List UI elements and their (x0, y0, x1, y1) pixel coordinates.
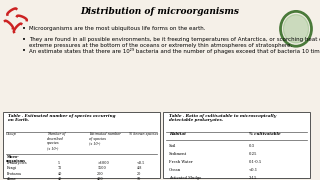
Text: Habitat: Habitat (169, 132, 186, 136)
Text: Table . Ratio of cultivatable to microscopically
detectable prokaryotes.: Table . Ratio of cultivatable to microsc… (169, 114, 276, 122)
Text: 40: 40 (58, 177, 62, 180)
Text: 3-15: 3-15 (249, 176, 257, 179)
Text: Micro-
organisms: Micro- organisms (6, 155, 26, 163)
Text: 10: 10 (137, 177, 141, 180)
Text: 200: 200 (97, 172, 104, 176)
Polygon shape (284, 154, 308, 178)
Text: 20: 20 (137, 172, 141, 176)
Text: •: • (22, 26, 27, 32)
Text: 0.25: 0.25 (249, 152, 257, 156)
Text: They are found in all possible environments, be it freezing temperatures of Anta: They are found in all possible environme… (29, 37, 320, 48)
Text: 5: 5 (58, 161, 60, 165)
Text: % cultivatable: % cultivatable (249, 132, 280, 136)
Text: Group: Group (6, 132, 17, 136)
Text: % known species: % known species (129, 132, 158, 136)
Text: •: • (22, 48, 27, 54)
Text: Fungi: Fungi (6, 166, 16, 170)
FancyBboxPatch shape (3, 112, 160, 178)
Text: •: • (22, 37, 27, 43)
Text: 1500: 1500 (97, 166, 106, 170)
Text: 0.3: 0.3 (249, 144, 255, 148)
Text: 40: 40 (58, 172, 62, 176)
Text: 4.8: 4.8 (137, 166, 142, 170)
Text: Estimated number
of species
(x 10³): Estimated number of species (x 10³) (90, 132, 121, 145)
Text: Ocean: Ocean (169, 168, 181, 172)
Text: Prokaryotes: Prokaryotes (6, 161, 27, 165)
Text: >1000: >1000 (97, 161, 109, 165)
Text: <0.1: <0.1 (249, 168, 258, 172)
Text: Sediment: Sediment (169, 152, 187, 156)
Text: Activated Sludge: Activated Sludge (169, 176, 201, 179)
Text: Soil: Soil (169, 144, 176, 148)
Text: Number of
described
species
(x 10³): Number of described species (x 10³) (47, 132, 66, 150)
Text: Fresh Water: Fresh Water (169, 159, 193, 164)
Text: Algae: Algae (6, 177, 16, 180)
Text: Microorganisms are the most ubiquitous life forms on the earth.: Microorganisms are the most ubiquitous l… (29, 26, 206, 31)
FancyBboxPatch shape (163, 112, 310, 178)
Text: <0.5: <0.5 (137, 161, 145, 165)
Text: Distribution of microorganisms: Distribution of microorganisms (81, 7, 239, 16)
Text: 0.1-0.5: 0.1-0.5 (249, 159, 262, 164)
Text: Protozoa: Protozoa (6, 172, 21, 176)
Text: An estimate states that there are 10²⁹ bacteria and the number of phages exceed : An estimate states that there are 10²⁹ b… (29, 48, 320, 54)
Circle shape (283, 15, 309, 43)
Text: 72: 72 (58, 166, 62, 170)
Text: Table . Estimated number of species occurring
on Earth.: Table . Estimated number of species occu… (8, 114, 116, 122)
Text: 400: 400 (97, 177, 104, 180)
